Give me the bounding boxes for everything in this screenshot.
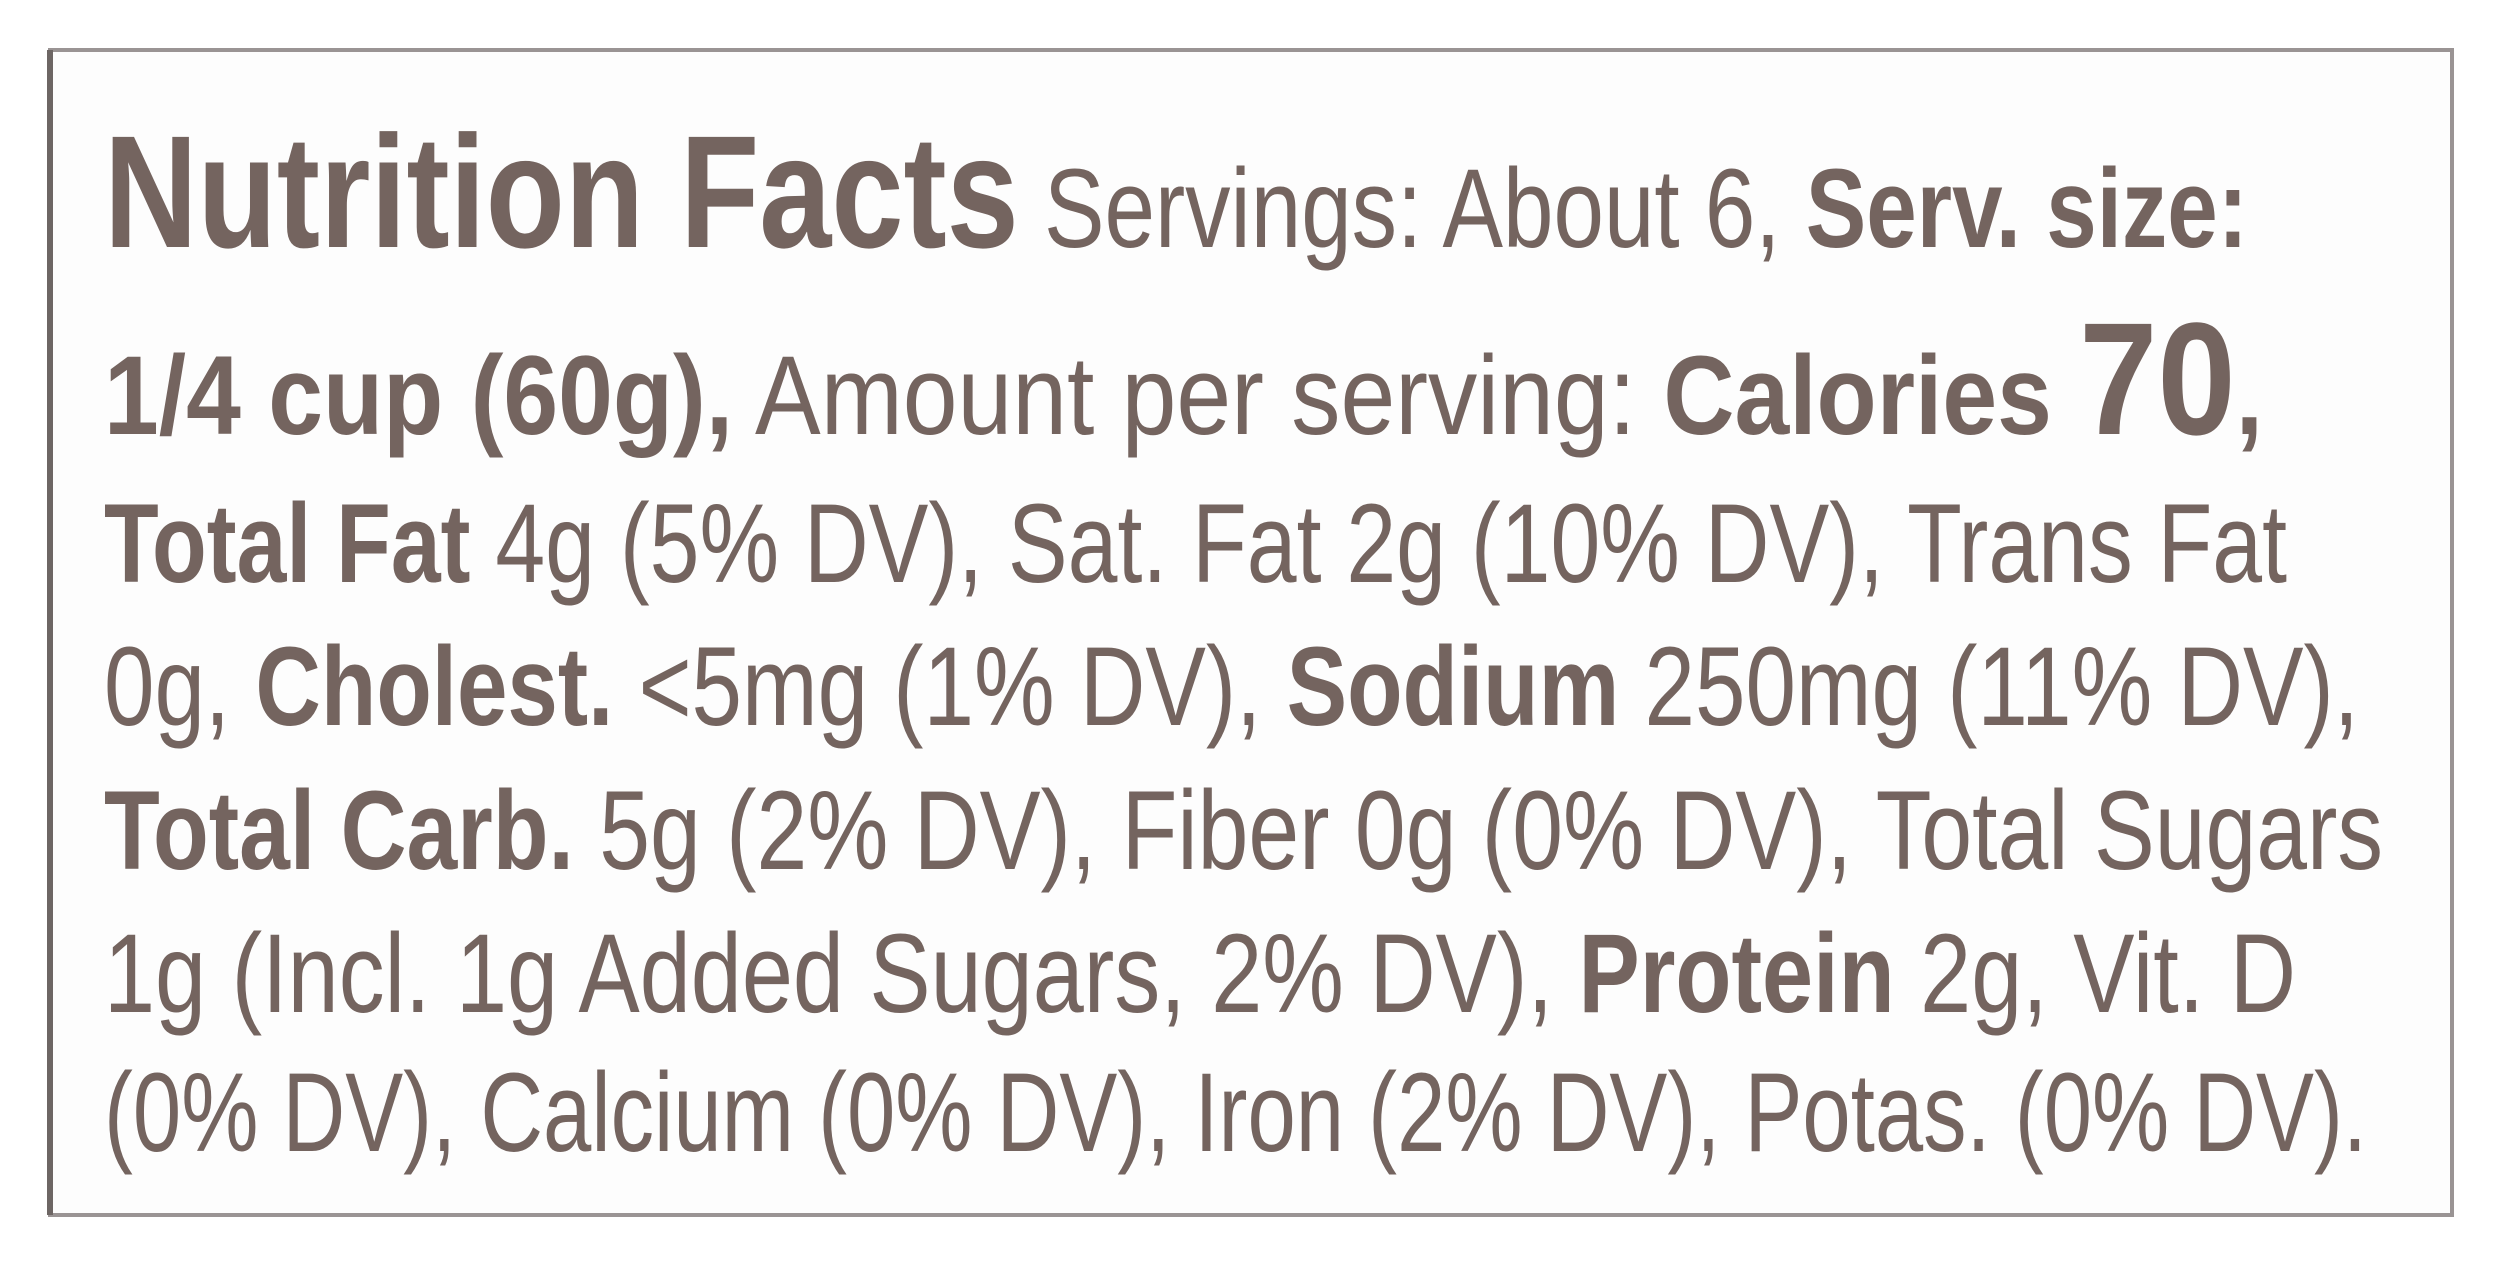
segment-bold: Total Carb.	[104, 768, 574, 893]
segment: 0g,	[104, 624, 230, 749]
title: Nutrition Facts	[104, 102, 1019, 281]
segment-bold: Serv. size:	[1806, 146, 2248, 271]
segment: 250mg (11% DV),	[1645, 624, 2359, 749]
segment-bold: ,	[2236, 333, 2263, 458]
segment: 5g (2% DV), Fiber 0g (0% DV), Total Suga…	[599, 768, 2383, 893]
calories-value: 70	[2079, 289, 2235, 468]
segment: <5mg (1% DV),	[639, 624, 1262, 749]
line: (0% DV), Calcium (0% DV), Iron (2% DV), …	[104, 1050, 2367, 1175]
segment: Servings: About 6,	[1044, 146, 1781, 271]
segment-bold: Total Fat	[104, 481, 470, 606]
line: Nutrition Facts Servings: About 6, Serv.…	[104, 102, 2248, 281]
segment: Amount per serving:	[755, 333, 1636, 458]
segment: (0% DV), Calcium (0% DV), Iron (2% DV), …	[104, 1050, 2367, 1175]
line: 1g (Incl. 1g Added Sugars, 2% DV), Prote…	[104, 911, 2296, 1036]
line: 0g, Cholest. <5mg (1% DV), Sodium 250mg …	[104, 624, 2359, 749]
segment: 2g, Vit. D	[1920, 911, 2296, 1036]
segment: 4g (5% DV), Sat. Fat 2g (10% DV), Trans …	[495, 481, 2287, 606]
segment-bold: 1/4 cup (60g),	[104, 333, 733, 458]
segment-bold: Sodium	[1287, 624, 1620, 749]
segment: 1g (Incl. 1g Added Sugars, 2% DV),	[104, 911, 1553, 1036]
label-frame	[48, 48, 2454, 1217]
segment-bold: Calories	[1663, 333, 2051, 458]
segment-bold: Protein	[1578, 911, 1894, 1036]
line: 1/4 cup (60g), Amount per serving: Calor…	[104, 289, 2263, 468]
line: Total Fat 4g (5% DV), Sat. Fat 2g (10% D…	[104, 481, 2287, 606]
line: Total Carb. 5g (2% DV), Fiber 0g (0% DV)…	[104, 768, 2383, 893]
segment-bold: Cholest.	[255, 624, 613, 749]
